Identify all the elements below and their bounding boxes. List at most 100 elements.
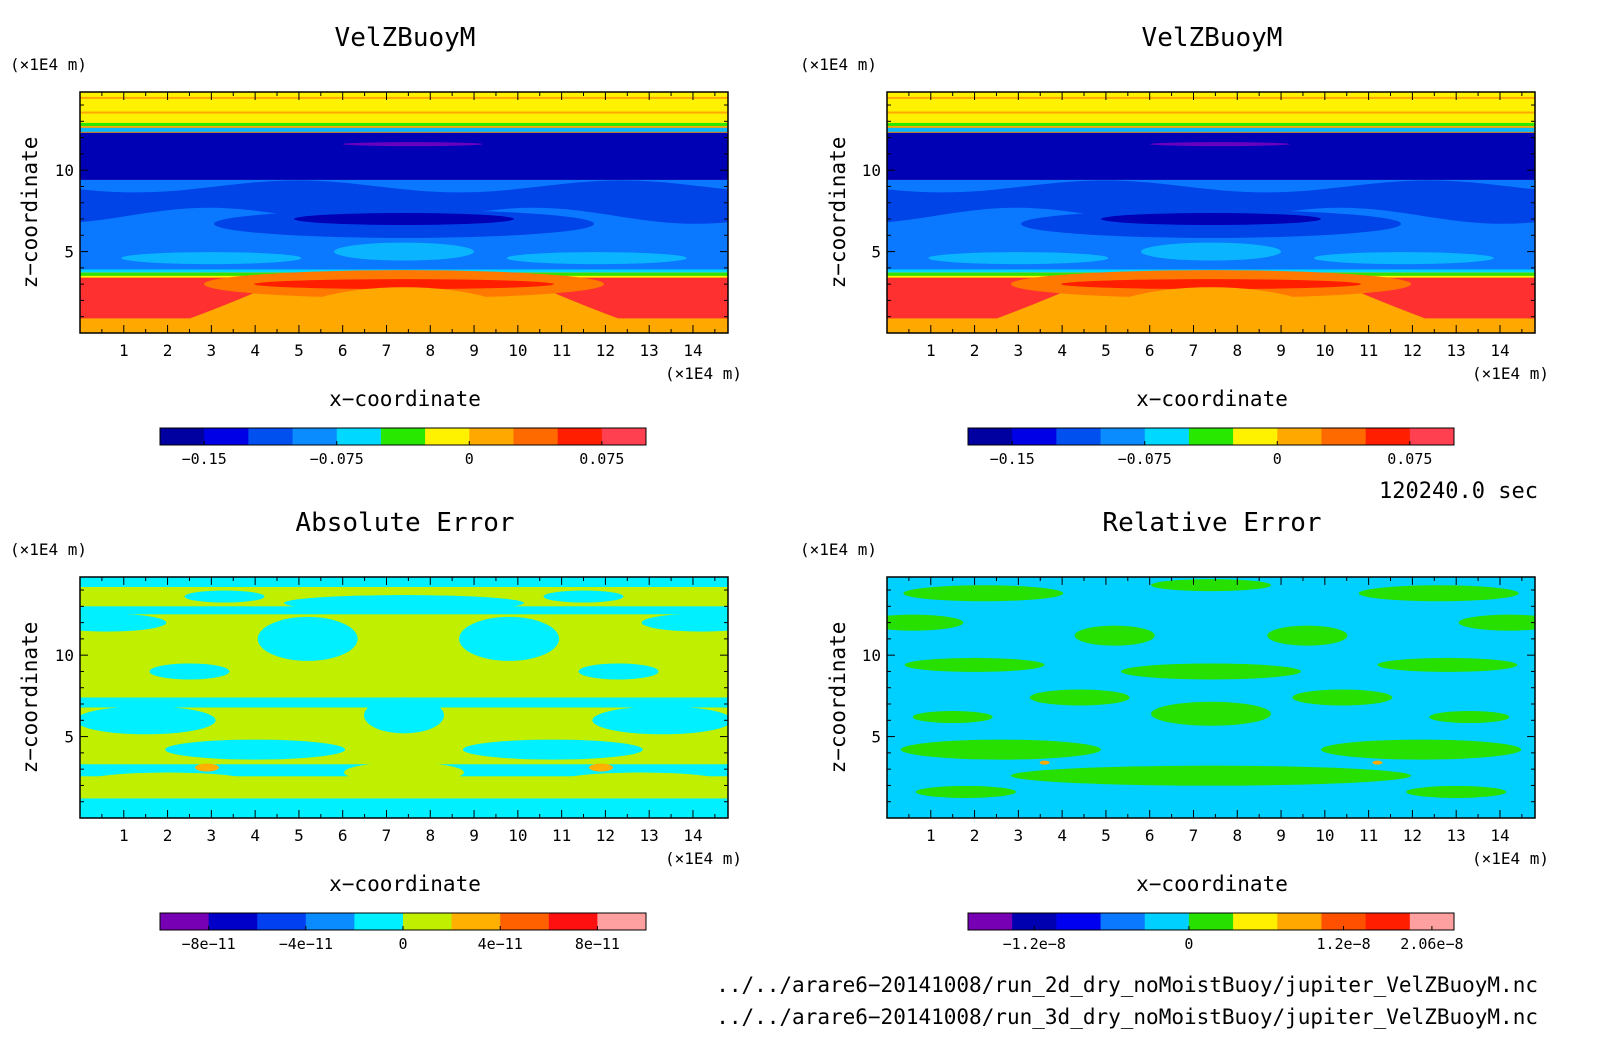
x-axis-label: x−coordinate: [329, 387, 481, 411]
colorbar-swatch: [1012, 913, 1057, 930]
colorbar-swatch: [1100, 428, 1146, 445]
field-blob-green: [904, 657, 1045, 672]
colorbar-swatch: [1100, 913, 1146, 930]
field-lobe-light: [1313, 252, 1494, 265]
colorbar-swatch: [1321, 913, 1367, 930]
colorbar-label: 1.2e−8: [1316, 935, 1370, 953]
z-tick-label: 10: [55, 161, 74, 180]
colorbar: −8e−11 −4e−11 0 4e−11 8e−11: [159, 912, 647, 953]
colorbar-label: −8e−11: [182, 935, 236, 953]
colorbar-swatch: [597, 913, 647, 930]
colorbar-frame: [159, 427, 647, 446]
x-tick-label: 2: [163, 341, 173, 360]
field-band-darkblue: [80, 132, 728, 180]
x-tick-label: 2: [970, 826, 980, 845]
z-tick-label: 10: [862, 161, 881, 180]
colorbar-swatch: [160, 913, 210, 930]
x-tick-label: 8: [1232, 826, 1242, 845]
colorbar-swatch: [1409, 428, 1455, 445]
colorbar-swatch: [1277, 428, 1322, 445]
x-tick-label: 6: [1145, 826, 1155, 845]
field-dash: [342, 142, 483, 147]
contour-field: [80, 92, 728, 333]
field-band-line: [887, 111, 1535, 114]
field-blob-lime: [344, 762, 464, 783]
colorbar-swatch: [336, 428, 382, 445]
colorbar-swatch: [354, 913, 404, 930]
field-lobe-blue: [80, 180, 728, 224]
field-blob-orange: [1039, 760, 1050, 765]
x-tick-label: 11: [552, 341, 571, 360]
colorbar-label: 0: [398, 935, 407, 953]
field-blob-green: [1429, 711, 1510, 724]
x-tick-label: 9: [469, 826, 479, 845]
x-tick-label: 10: [1315, 826, 1334, 845]
field-blob-cyan: [257, 616, 358, 661]
z-tick-label: 5: [871, 728, 881, 747]
colorbar-swatch: [1188, 428, 1234, 445]
field-band-top: [887, 92, 1535, 125]
z-axis-label: z−coordinate: [18, 622, 42, 774]
field-band-green: [887, 122, 1535, 126]
field-band-cyan: [80, 577, 728, 587]
plot-frame: [79, 91, 729, 334]
x-tick-label: 14: [1490, 341, 1509, 360]
colorbar-swatch: [1409, 913, 1455, 930]
x-tick-label: 11: [1359, 341, 1378, 360]
colorbar-swatch: [305, 913, 355, 930]
colorbar-swatch: [1233, 428, 1278, 445]
x-tick-label: 12: [596, 341, 615, 360]
x-tick-label: 9: [1276, 826, 1286, 845]
colorbar: −0.15 −0.075 0 0.075: [967, 427, 1455, 468]
x-tick-label: 6: [338, 826, 348, 845]
file-path-2: ../../arare6−20141008/run_3d_dry_noMoist…: [716, 1005, 1538, 1029]
x-tick-label: 3: [207, 341, 217, 360]
x-tick-label: 11: [1359, 826, 1378, 845]
x-tick-label: 2: [163, 826, 173, 845]
colorbar-swatch: [1233, 913, 1278, 930]
field-lobe-redcore: [1061, 279, 1361, 290]
x-tick-label: 6: [1145, 341, 1155, 360]
field-blob-green: [912, 711, 993, 724]
colorbar-label: −1.2e−8: [1003, 935, 1066, 953]
field-blob-cyan: [641, 613, 728, 632]
z-unit-label: (×1E4 m): [10, 55, 87, 74]
x-unit-label: (×1E4 m): [665, 849, 742, 868]
x-tick-label: 13: [1447, 341, 1466, 360]
field-blob-cyan: [80, 613, 167, 632]
x-tick-label: 10: [508, 341, 527, 360]
x-axis-label: x−coordinate: [1136, 872, 1288, 896]
field-blob-green: [1029, 689, 1130, 706]
field-band-top: [80, 92, 728, 125]
x-tick-label: 12: [1403, 826, 1422, 845]
z-tick-label: 5: [871, 243, 881, 262]
x-unit-label: (×1E4 m): [1472, 364, 1549, 383]
colorbar-swatch: [425, 428, 470, 445]
field-blob-green: [1267, 625, 1348, 646]
colorbar: −1.2e−8 0 1.2e−8 2.06e−8: [967, 912, 1464, 953]
colorbar-label: 0: [1273, 450, 1282, 468]
x-tick-label: 1: [926, 341, 936, 360]
x-tick-label: 14: [1490, 826, 1509, 845]
field-band-lblue: [887, 127, 1535, 132]
x-tick-label: 7: [1189, 341, 1199, 360]
x-tick-label: 5: [1101, 826, 1111, 845]
x-tick-label: 3: [1014, 826, 1024, 845]
x-tick-label: 11: [552, 826, 571, 845]
field-band-lblue: [80, 127, 728, 132]
time-label: 120240.0 sec: [1379, 479, 1538, 504]
field-lobe-core: [294, 213, 514, 226]
field-blob-cyan: [165, 739, 346, 760]
x-tick-label: 10: [1315, 341, 1334, 360]
field-lobe-blue: [887, 180, 1535, 224]
x-tick-label: 10: [508, 826, 527, 845]
field-lobe-light: [928, 252, 1109, 265]
field-blob-orange: [1372, 760, 1383, 765]
x-tick-label: 8: [1232, 341, 1242, 360]
colorbar-swatch: [513, 428, 559, 445]
colorbar-label: −0.15: [182, 450, 227, 468]
field-lobe-light: [334, 242, 474, 261]
field-blob-cyan: [543, 590, 624, 603]
